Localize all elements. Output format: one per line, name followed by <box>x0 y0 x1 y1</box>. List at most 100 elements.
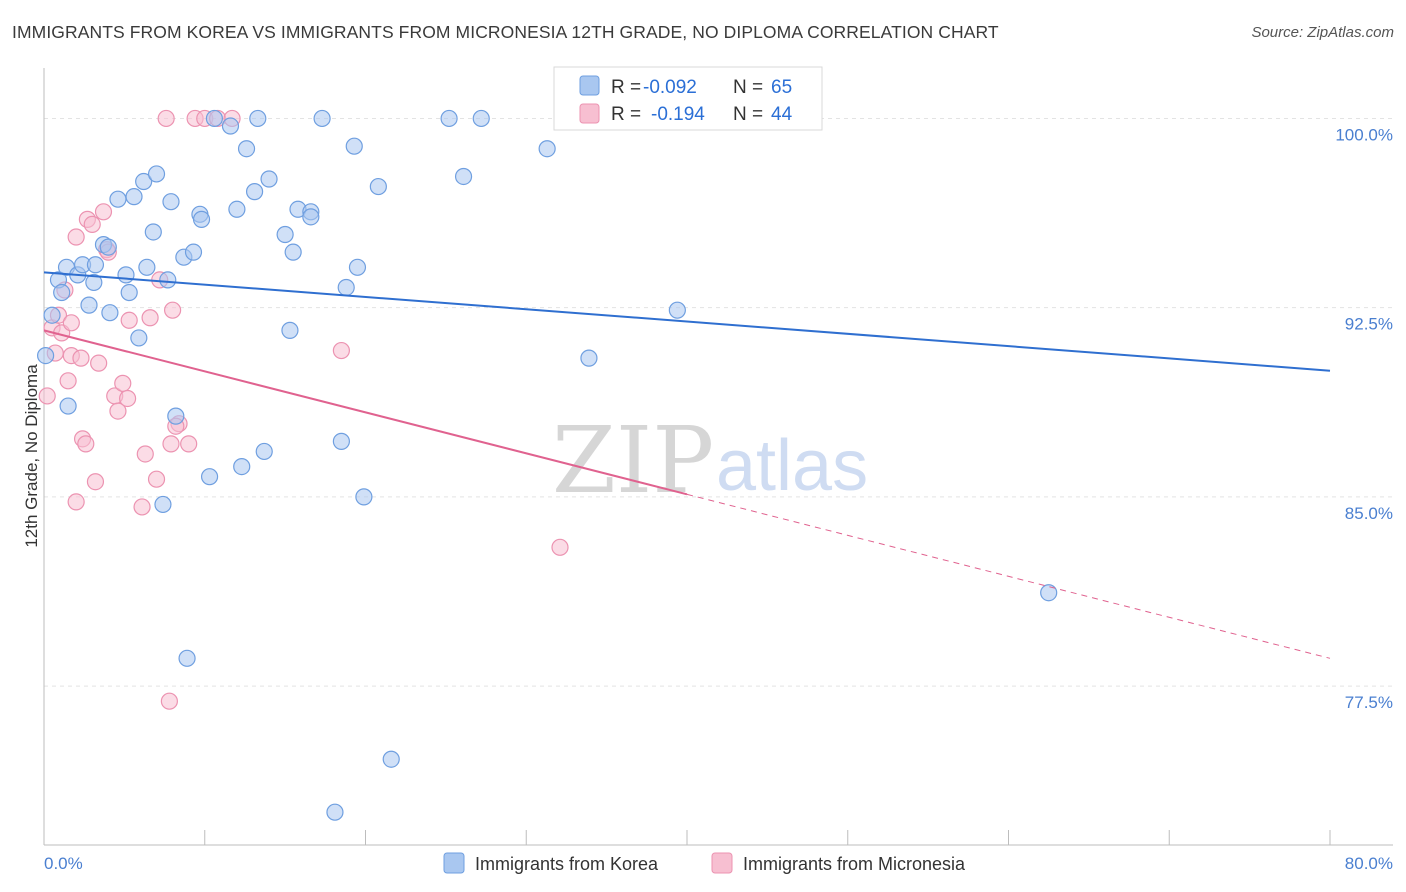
y-axis-tick-labels: 77.5% 85.0% 92.5% 100.0% <box>1335 125 1393 712</box>
x-axis-ticks <box>43 830 1331 845</box>
legend-korea-n-label: N = <box>733 77 763 98</box>
korea-point <box>580 349 598 367</box>
micronesia-point <box>77 435 95 453</box>
micronesia-point <box>133 498 151 516</box>
korea-point <box>348 258 367 276</box>
micronesia-point <box>120 311 138 329</box>
korea-point <box>135 172 153 191</box>
korea-point <box>192 210 211 228</box>
source-label: Source: ZipAtlas.com <box>1251 24 1394 41</box>
korea-point <box>454 167 473 186</box>
micronesia-point <box>72 349 90 367</box>
bottom-legend-korea-label: Immigrants from Korea <box>475 854 659 874</box>
legend-micronesia-r-value: -0.194 <box>651 104 705 125</box>
korea-point <box>147 165 166 183</box>
y-tick-label: 92.5% <box>1345 315 1393 334</box>
korea-trend-line <box>43 271 1331 372</box>
micronesia-point <box>114 374 132 392</box>
watermark-atlas: atlas <box>716 426 868 506</box>
korea-point <box>284 243 302 261</box>
micronesia-point <box>67 493 85 511</box>
korea-point <box>130 329 148 347</box>
legend-micronesia-swatch <box>579 103 600 124</box>
korea-point <box>59 397 77 415</box>
micronesia-point <box>38 387 56 405</box>
korea-point <box>369 177 387 196</box>
legend-micronesia-n-value: 44 <box>771 104 793 125</box>
micronesia-point <box>62 314 80 332</box>
korea-point <box>276 225 294 244</box>
korea-point <box>80 296 98 314</box>
korea-point <box>205 109 223 128</box>
korea-point <box>159 271 177 289</box>
korea-point <box>138 258 156 276</box>
micronesia-point <box>94 203 113 221</box>
micronesia-point <box>141 309 159 327</box>
korea-point <box>233 457 251 476</box>
stats-legend: R = -0.092 N = 65 R = -0.194 N = 44 <box>553 66 823 131</box>
trend-lines <box>43 271 1331 659</box>
bottom-legend-micronesia-label: Immigrants from Micronesia <box>743 854 966 874</box>
micronesia-point <box>180 435 198 453</box>
korea-point <box>302 208 320 226</box>
bottom-legend-micronesia-swatch <box>711 852 733 874</box>
micronesia-point <box>118 389 137 408</box>
korea-point <box>184 243 203 261</box>
micronesia-point <box>59 372 77 390</box>
korea-point <box>382 750 400 768</box>
y-tick-label: 77.5% <box>1345 693 1393 712</box>
korea-point <box>120 283 138 302</box>
micronesia-trend-line <box>43 329 688 496</box>
legend-micronesia-r-label: R = <box>611 104 641 125</box>
korea-point <box>144 223 162 241</box>
micronesia-point <box>551 538 569 556</box>
korea-point <box>85 273 103 292</box>
korea-point <box>249 109 267 128</box>
korea-point <box>255 442 273 461</box>
korea-point <box>221 117 240 135</box>
korea-point <box>237 140 256 158</box>
y-tick-label: 85.0% <box>1345 504 1393 523</box>
micronesia-point <box>160 692 178 710</box>
korea-point <box>337 278 355 297</box>
legend-korea-n-value: 65 <box>771 77 792 98</box>
micronesia-point <box>136 445 154 463</box>
korea-point <box>326 803 344 821</box>
micronesia-point <box>67 228 85 246</box>
korea-point <box>117 266 135 284</box>
y-tick-label: 100.0% <box>1335 125 1393 144</box>
chart-title: IMMIGRANTS FROM KOREA VS IMMIGRANTS FROM… <box>12 22 999 42</box>
legend-micronesia-n-label: N = <box>733 104 763 125</box>
korea-point <box>162 193 180 211</box>
korea-point <box>200 468 219 486</box>
korea-point <box>332 432 350 450</box>
micronesia-trend-extension <box>686 493 1331 659</box>
micronesia-point <box>109 402 127 420</box>
series-legend: Immigrants from Korea Immigrants from Mi… <box>443 852 966 874</box>
korea-point <box>440 109 458 128</box>
korea-point <box>228 200 246 218</box>
micronesia-point <box>332 341 350 360</box>
micronesia-point <box>90 354 108 372</box>
y-axis-label: 12th Grade, No Diploma <box>22 364 41 548</box>
micronesia-point <box>157 109 175 128</box>
korea-point <box>313 109 331 128</box>
micronesia-point <box>164 301 182 319</box>
korea-point <box>178 649 196 667</box>
korea-point <box>245 183 264 201</box>
korea-point <box>472 109 490 128</box>
bottom-legend-korea-swatch <box>443 852 465 874</box>
korea-point <box>109 190 127 208</box>
legend-korea-r-label: R = <box>611 77 641 98</box>
korea-point <box>260 170 278 188</box>
legend-korea-r-value: -0.092 <box>643 77 697 98</box>
korea-point <box>125 188 143 206</box>
korea-point <box>37 346 55 365</box>
korea-point <box>355 488 373 506</box>
series-korea-points <box>37 109 1058 821</box>
korea-point <box>345 137 363 155</box>
gridlines <box>44 117 1393 687</box>
korea-point <box>1040 584 1058 602</box>
korea-point <box>154 495 172 514</box>
